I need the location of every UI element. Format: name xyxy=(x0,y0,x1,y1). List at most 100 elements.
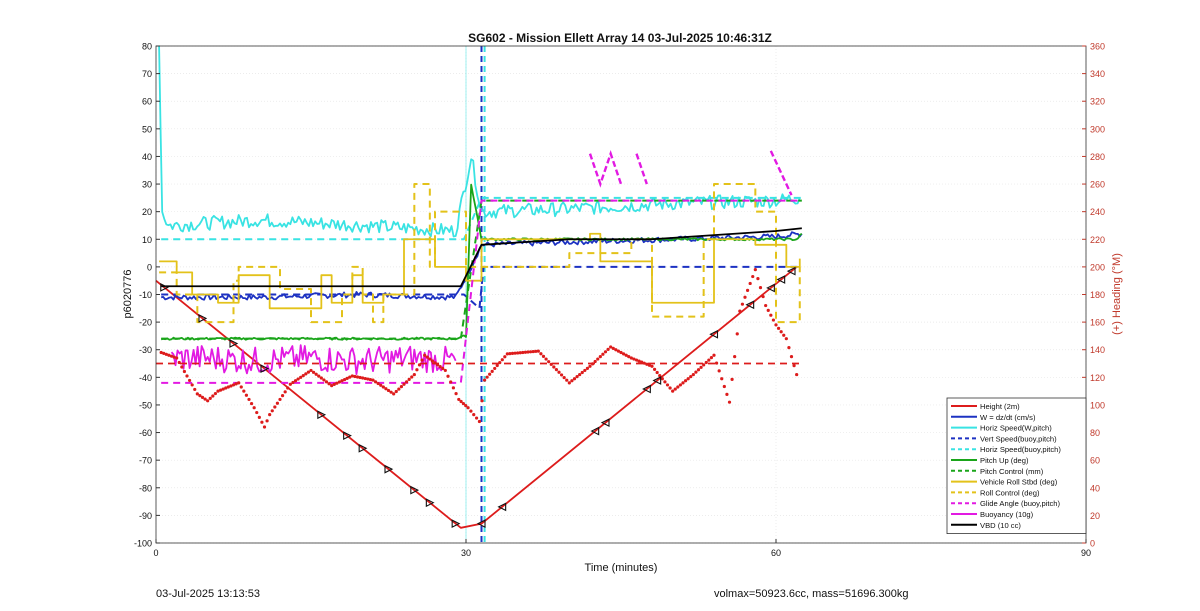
heading-point xyxy=(727,400,732,404)
y2-tick-label: 140 xyxy=(1090,345,1105,355)
heading-point xyxy=(578,372,582,377)
y-tick-label: -30 xyxy=(139,345,152,355)
heading-point xyxy=(477,419,482,424)
heading-point xyxy=(198,394,202,398)
heading-point xyxy=(606,347,610,351)
heading-point xyxy=(430,359,435,363)
heading-point xyxy=(371,378,375,382)
height-marker-triangle xyxy=(476,519,486,529)
y-tick-label: 80 xyxy=(142,42,152,52)
heading-point xyxy=(557,370,561,374)
heading-point xyxy=(420,358,424,362)
heading-point xyxy=(521,350,525,355)
series-height-2m xyxy=(155,266,798,529)
y2-tick-label: 20 xyxy=(1090,511,1100,521)
heading-point xyxy=(441,366,445,371)
legend-label: Horiz Speed(W,pitch) xyxy=(980,424,1052,433)
heading-point xyxy=(410,375,414,379)
y2-tick-label: 80 xyxy=(1090,428,1100,438)
heading-point xyxy=(603,350,608,354)
heading-point xyxy=(769,313,773,317)
height-marker-triangle xyxy=(600,418,610,428)
heading-point xyxy=(177,360,181,365)
heading-point xyxy=(255,410,259,415)
heading-point xyxy=(503,355,507,359)
y-tick-label: -50 xyxy=(139,400,152,410)
legend-label: W = dz/dt (cm/s) xyxy=(980,413,1036,422)
height-marker-triangle xyxy=(384,464,394,474)
heading-point xyxy=(528,350,533,354)
heading-point xyxy=(686,377,690,381)
heading-point xyxy=(457,397,461,402)
heading-point xyxy=(451,386,455,390)
heading-point xyxy=(208,396,212,400)
x-tick-label: 60 xyxy=(771,548,781,558)
heading-point xyxy=(787,346,791,350)
heading-point xyxy=(616,349,621,353)
heading-point xyxy=(681,381,685,385)
heading-point xyxy=(766,308,770,312)
heading-point xyxy=(381,385,385,389)
heading-point xyxy=(671,389,675,393)
heading-point xyxy=(745,288,750,292)
heading-point xyxy=(776,326,781,330)
heading-point xyxy=(275,401,280,405)
height-marker-triangle xyxy=(410,485,420,495)
height-marker-triangle xyxy=(425,498,435,508)
legend-box xyxy=(946,397,1087,535)
chart-title: SG602 - Mission Ellett Array 14 03-Jul-2… xyxy=(468,31,772,45)
heading-point xyxy=(337,380,342,384)
footer-mass-info: volmax=50923.6cc, mass=51696.300kg xyxy=(714,588,909,600)
heading-point xyxy=(689,375,693,379)
heading-point xyxy=(268,413,272,417)
heading-point xyxy=(459,399,463,404)
heading-point xyxy=(368,377,373,382)
heading-point xyxy=(175,356,179,360)
heading-point xyxy=(590,362,595,366)
heading-point xyxy=(438,365,442,369)
legend-label: Roll Control (deg) xyxy=(980,488,1040,497)
heading-point xyxy=(717,369,721,373)
heading-point xyxy=(314,372,318,376)
heading-point xyxy=(547,360,551,364)
heading-point xyxy=(627,355,631,359)
heading-point xyxy=(242,389,246,393)
heading-point xyxy=(694,370,698,374)
y2-tick-label: 40 xyxy=(1090,483,1100,493)
heading-point xyxy=(583,368,587,373)
heading-point xyxy=(779,330,783,334)
heading-point xyxy=(516,351,520,355)
heading-point xyxy=(231,383,236,387)
heading-point xyxy=(660,377,664,381)
legend-label: Vert Speed(buoy,pitch) xyxy=(980,434,1057,443)
heading-point xyxy=(358,375,362,380)
heading-point xyxy=(234,382,238,386)
heading-point xyxy=(789,355,794,359)
series-horiz-speed-buoy-pitch xyxy=(161,196,802,241)
heading-point xyxy=(423,353,427,357)
y2-tick-label: 260 xyxy=(1090,180,1105,190)
data-series xyxy=(155,46,803,543)
heading-point xyxy=(647,363,652,367)
y-tick-label: 10 xyxy=(142,235,152,245)
heading-point xyxy=(738,309,742,313)
heading-point xyxy=(792,363,796,368)
x-tick-label: 0 xyxy=(153,548,158,558)
x-axis-label: Time (minutes) xyxy=(585,562,658,574)
heading-point xyxy=(286,386,290,390)
heading-point xyxy=(774,323,778,327)
heading-point xyxy=(244,393,249,397)
heading-point xyxy=(761,294,765,299)
y2-tick-label: 220 xyxy=(1090,235,1105,245)
x-tick-label: 30 xyxy=(461,548,471,558)
y-axis-label: p6020776 xyxy=(122,270,134,319)
y-tick-label: 40 xyxy=(142,152,152,162)
heading-point xyxy=(345,376,349,380)
legend-label: Horiz Speed(buoy,pitch) xyxy=(980,445,1061,454)
heading-point xyxy=(655,370,659,375)
heading-point xyxy=(159,350,163,355)
heading-point xyxy=(640,360,644,364)
heading-point xyxy=(510,351,515,356)
heading-point xyxy=(500,358,504,362)
y2-tick-label: 240 xyxy=(1090,207,1105,217)
